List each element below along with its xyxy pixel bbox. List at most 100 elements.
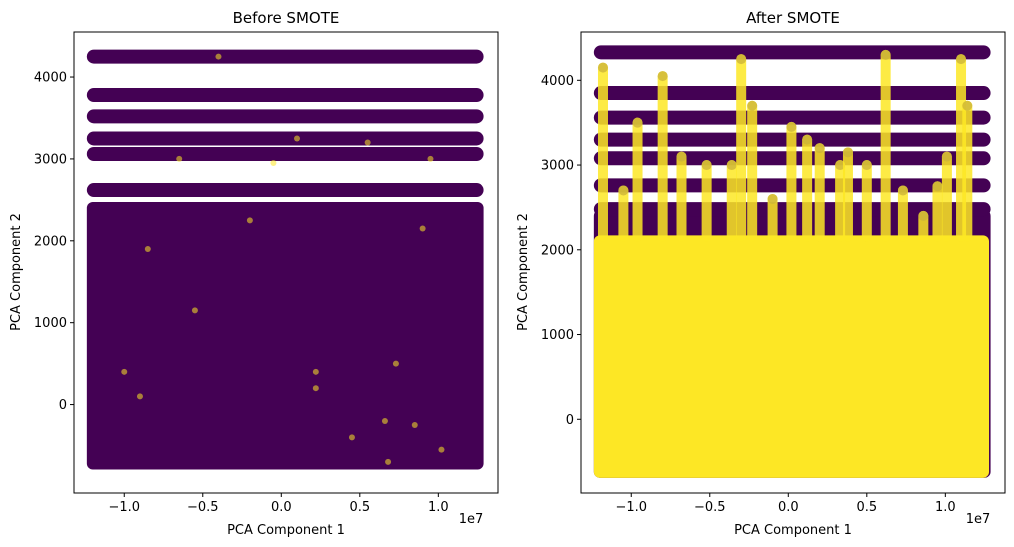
minority-point <box>835 160 846 171</box>
y-tick-label: 3000 <box>541 159 574 174</box>
minority-point <box>176 155 183 162</box>
x-tick-label: 0.5 <box>856 500 877 515</box>
minority-point <box>618 185 629 196</box>
majority-band <box>86 183 484 198</box>
minority-spike <box>814 143 825 242</box>
axes-frame <box>73 31 499 494</box>
minority-spike <box>962 100 973 242</box>
y-tick-label: 1000 <box>34 316 67 331</box>
y-tick-label: 4000 <box>541 74 574 89</box>
minority-point <box>802 134 813 145</box>
x-tick-label: 1.0 <box>935 500 956 515</box>
majority-band <box>593 110 991 125</box>
y-tick-label: 3000 <box>34 152 67 167</box>
minority-spike <box>726 160 737 242</box>
minority-spike <box>861 160 872 242</box>
minority-point <box>918 210 929 221</box>
majority-band <box>86 131 484 146</box>
majority-band <box>86 49 484 64</box>
minority-point <box>956 54 967 65</box>
minority-point <box>348 434 355 441</box>
minority-point <box>941 151 952 162</box>
minority-point <box>676 151 687 162</box>
chart-title-before: Before SMOTE <box>233 9 340 27</box>
minority-point <box>786 121 797 132</box>
after-smote-panel: After SMOTE PCA Component 1 PCA Componen… <box>516 9 1006 538</box>
y-tick-label: 0 <box>59 398 67 413</box>
minority-point <box>136 393 143 400</box>
x-tick-label: 0.0 <box>778 500 799 515</box>
minority-point <box>312 368 319 375</box>
minority-spike <box>786 121 797 242</box>
majority-dense-region <box>86 202 484 470</box>
minority-spike <box>767 193 778 242</box>
y-tick-label: 0 <box>566 413 574 428</box>
minority-point <box>861 160 872 171</box>
minority-point <box>736 54 747 65</box>
minority-point <box>411 422 418 429</box>
minority-point <box>767 193 778 204</box>
x-tick-label: 1.0 <box>428 500 449 515</box>
x-tick-label: −0.5 <box>187 500 219 515</box>
minority-point <box>747 100 758 111</box>
minority-point <box>246 217 253 224</box>
minority-point <box>121 368 128 375</box>
plot-area-before <box>86 49 484 470</box>
minority-spike <box>676 151 687 242</box>
x-offset-label-after: 1e7 <box>966 512 991 527</box>
minority-point <box>897 185 908 196</box>
y-axis-label-after: PCA Component 2 <box>516 213 531 331</box>
minority-spike <box>932 181 943 242</box>
minority-spike <box>701 160 712 242</box>
minority-point <box>438 446 445 453</box>
x-axis-label-before: PCA Component 1 <box>227 523 345 538</box>
minority-spike <box>747 100 758 242</box>
minority-spike <box>835 160 846 242</box>
minority-point <box>191 307 198 314</box>
minority-point <box>364 139 371 146</box>
y-tick-label: 2000 <box>541 243 574 258</box>
minority-point <box>701 160 712 171</box>
minority-class-series <box>121 53 445 465</box>
minority-point <box>392 360 399 367</box>
minority-point <box>293 135 300 142</box>
axes-frame <box>580 31 1006 494</box>
minority-point <box>312 385 319 392</box>
majority-band <box>593 86 991 101</box>
chart-title-after: After SMOTE <box>746 9 840 27</box>
minority-spike <box>802 134 813 242</box>
minority-point <box>657 71 668 82</box>
minority-point <box>726 160 737 171</box>
before-smote-panel: Before SMOTE PCA Component 1 PCA Compone… <box>9 9 499 538</box>
minority-spike <box>842 147 853 242</box>
minority-point <box>597 62 608 73</box>
minority-spike <box>880 49 891 242</box>
plot-area-after <box>593 45 991 478</box>
minority-point <box>632 117 643 128</box>
x-tick-label: 0.5 <box>349 500 370 515</box>
minority-point <box>427 155 434 162</box>
y-tick-label: 1000 <box>541 328 574 343</box>
x-tick-label: −1.0 <box>108 500 140 515</box>
x-axis-label-after: PCA Component 1 <box>734 523 852 538</box>
majority-band <box>86 109 484 124</box>
minority-spike <box>941 151 952 242</box>
majority-band <box>86 147 484 162</box>
minority-spike <box>897 185 908 242</box>
minority-point <box>419 225 426 232</box>
x-tick-label: −0.5 <box>694 500 726 515</box>
minority-class-series <box>593 49 990 478</box>
minority-point <box>385 458 392 465</box>
minority-spike <box>657 71 668 242</box>
y-tick-label: 2000 <box>34 234 67 249</box>
minority-point <box>381 417 388 424</box>
majority-band <box>593 45 991 60</box>
minority-point <box>144 245 151 252</box>
minority-point <box>962 100 973 111</box>
minority-point <box>880 49 891 60</box>
minority-spike <box>618 185 629 242</box>
x-tick-label: −1.0 <box>615 500 647 515</box>
y-tick-label: 4000 <box>34 71 67 86</box>
minority-dense-region <box>593 235 990 478</box>
